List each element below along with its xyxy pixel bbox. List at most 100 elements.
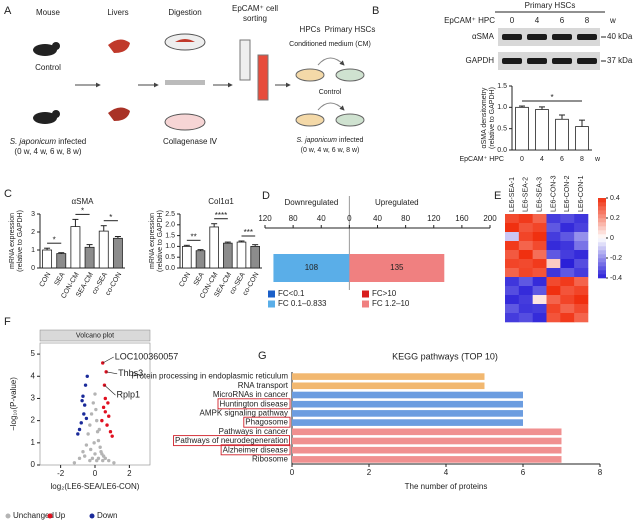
heat-cell — [574, 277, 589, 287]
band — [527, 58, 547, 64]
legend-marker — [47, 513, 53, 519]
colorbar-segment — [598, 238, 606, 243]
heat-cell — [560, 259, 575, 269]
point — [100, 418, 104, 423]
value-label: 108 — [305, 263, 319, 272]
category-label: Phagosome — [245, 418, 288, 427]
heat-cell — [532, 232, 547, 242]
band — [552, 34, 572, 40]
y-tick-label: 1.5 — [165, 232, 175, 239]
blot-size: 37 kDa — [607, 56, 633, 65]
heat-cell — [505, 286, 520, 296]
column-label: LE6-CON-2 — [564, 175, 571, 212]
y-tick-label: 0.5 — [165, 254, 175, 261]
blot-strip — [498, 28, 600, 46]
bar — [575, 126, 589, 151]
x-tick-label: 2 — [127, 469, 132, 478]
panel-letter: B — [372, 5, 379, 17]
point — [92, 441, 96, 445]
chart-title: αSMA — [72, 197, 95, 206]
point — [103, 396, 108, 401]
heat-cell — [505, 268, 520, 278]
y-tick-label: 0.5 — [497, 126, 507, 133]
heat-cell — [518, 313, 533, 323]
panel-letter: A — [4, 5, 12, 17]
point — [96, 456, 101, 461]
y-tick-label: 1 — [31, 247, 35, 254]
heat-cell — [546, 295, 561, 305]
x-tick-label: 0 — [347, 214, 352, 223]
heat-cell — [505, 250, 520, 260]
y-tick-label: 4 — [31, 371, 36, 380]
y-tick-label: 1.0 — [165, 243, 175, 250]
bar — [236, 241, 247, 269]
highlight-box — [220, 444, 291, 456]
bar — [98, 230, 109, 269]
category-label: MicroRNAs in cancer — [213, 390, 288, 399]
y-axis-label: αSMA densitometry — [481, 87, 488, 148]
point — [88, 423, 92, 427]
bar — [195, 250, 206, 269]
blot-row-label: GAPDH — [466, 56, 495, 65]
legend-label: FC 1.2–10 — [372, 299, 410, 308]
x-tick-label: 8 — [580, 156, 584, 163]
point — [103, 410, 108, 414]
x-tick-label: 120 — [258, 214, 272, 223]
heat-cell — [532, 295, 547, 305]
y-tick-label: 0 — [31, 265, 35, 272]
annotation-leader — [104, 384, 116, 396]
liver-icon — [108, 107, 130, 121]
column-label: LE6-CON-1 — [578, 175, 585, 212]
point — [98, 445, 102, 449]
bar — [292, 400, 523, 408]
blot-row-label: αSMA — [472, 32, 495, 41]
colorbar-segment — [598, 258, 606, 263]
y-tick-label: 1.5 — [497, 83, 507, 90]
heat-cell — [546, 286, 561, 296]
category-label: Alzheimer disease — [223, 445, 289, 454]
heat-cell — [505, 277, 520, 287]
x-tick-label: 6 — [521, 468, 526, 477]
arrow — [317, 57, 345, 66]
y-axis-label: mRNA expression — [9, 213, 16, 269]
heat-cell — [546, 304, 561, 314]
band — [502, 58, 522, 64]
point — [94, 407, 98, 412]
significance-label: * — [550, 93, 553, 102]
point — [83, 383, 88, 387]
y-tick-label: 3 — [31, 211, 35, 218]
point — [84, 416, 89, 421]
heat-cell — [560, 295, 575, 305]
label: Digestion — [168, 8, 201, 17]
point — [108, 430, 113, 434]
heat-cell — [560, 286, 575, 296]
legend-label: FC<0.1 — [278, 289, 305, 298]
x-axis-label: log₂(LE6-SEA/LE6-CON) — [51, 482, 140, 491]
y-tick-label: 2 — [31, 229, 35, 236]
annotation: LOC100360057 — [115, 351, 179, 361]
heat-cell — [560, 277, 575, 287]
blot-strip — [498, 52, 600, 70]
x-tick-label: 80 — [289, 214, 298, 223]
point — [88, 458, 92, 463]
label: S. japonicum infected — [10, 137, 87, 146]
bar — [112, 237, 123, 269]
band — [502, 34, 522, 40]
heat-cell — [574, 214, 589, 224]
point — [86, 432, 90, 436]
bar — [56, 253, 67, 269]
heat-cell — [574, 250, 589, 260]
heat-cell — [574, 241, 589, 251]
title-strip — [39, 329, 151, 342]
point — [93, 452, 97, 456]
heat-cell — [518, 223, 533, 233]
blot-size: 40 kDa — [607, 32, 633, 41]
category-label: Pathways in cancer — [219, 427, 289, 436]
category-label: AMPK signaling pathway — [200, 409, 289, 418]
point — [81, 394, 85, 398]
point — [80, 398, 84, 403]
column-label: LE6-SEA-1 — [509, 177, 516, 212]
heat-cell — [546, 241, 561, 251]
y-tick-label: 0.0 — [497, 147, 507, 154]
heat-cell — [518, 232, 533, 242]
